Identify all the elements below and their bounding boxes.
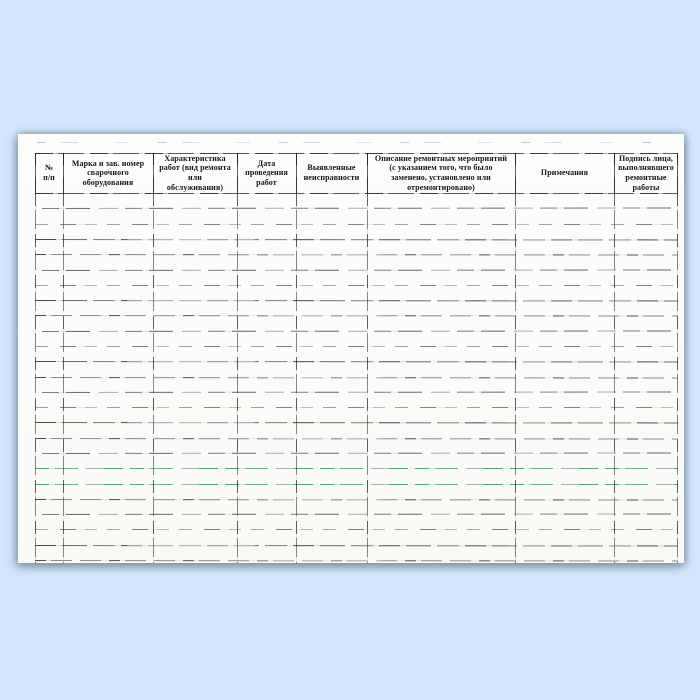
row-line <box>34 513 679 516</box>
column-border-header <box>296 153 297 193</box>
row-line <box>34 361 679 363</box>
row-line <box>34 268 679 271</box>
column-header-repairs: Описание ремонтных мероприятий (с указан… <box>374 153 508 192</box>
column-border-header <box>237 153 238 193</box>
column-border <box>677 193 678 563</box>
column-border <box>296 193 297 563</box>
row-line <box>35 468 678 470</box>
column-header-faults: Выявленные неисправности <box>303 163 360 182</box>
column-border <box>515 193 516 563</box>
column-border-header <box>367 153 368 193</box>
column-border <box>367 193 368 563</box>
column-border <box>35 193 36 563</box>
row-line <box>35 483 678 485</box>
row-line <box>34 544 679 547</box>
column-header-equipment: Марка и зав. номер сварочного оборудован… <box>71 158 145 187</box>
column-header-signature: Подпись лица, выполнявшего ремонтные раб… <box>618 153 674 192</box>
row-line <box>35 284 678 286</box>
scanned-journal-page: № п/п Марка и зав. номер сварочного обор… <box>18 134 684 563</box>
column-header-date: Дата проведения работ <box>245 158 288 187</box>
row-line <box>34 422 679 424</box>
row-line <box>34 300 679 302</box>
row-line <box>34 437 679 440</box>
row-line <box>35 407 678 409</box>
row-line <box>35 223 678 225</box>
column-header-notes: Примечания <box>540 168 589 178</box>
row-line <box>34 315 679 317</box>
row-line <box>34 391 679 393</box>
row-line <box>35 529 678 531</box>
column-border <box>614 193 615 563</box>
column-border <box>63 193 64 563</box>
row-line <box>34 238 679 241</box>
column-border-header <box>614 153 615 193</box>
column-border-header <box>515 153 516 193</box>
column-header-work-type: Характеристика работ (вид ремонта или об… <box>159 153 231 192</box>
table-header-row: № п/п Марка и зав. номер сварочного обор… <box>35 153 678 193</box>
row-line <box>34 452 679 454</box>
row-line <box>34 254 679 256</box>
table-top-border <box>35 153 678 154</box>
row-line <box>34 560 679 562</box>
column-border-header <box>35 153 36 193</box>
column-border-header <box>63 153 64 193</box>
column-border-header <box>677 153 678 193</box>
row-line <box>34 376 679 379</box>
header-bottom-border <box>35 193 678 194</box>
repair-log-table: № п/п Марка и зав. номер сварочного обор… <box>34 153 679 563</box>
column-border-header <box>153 153 154 193</box>
row-line <box>34 498 679 501</box>
scan-artifact-line <box>37 142 653 143</box>
column-border <box>153 193 154 563</box>
row-line <box>35 345 678 347</box>
column-header-number: № п/п <box>43 163 55 182</box>
column-border <box>237 193 238 563</box>
row-line <box>34 330 679 332</box>
row-line <box>34 207 679 210</box>
